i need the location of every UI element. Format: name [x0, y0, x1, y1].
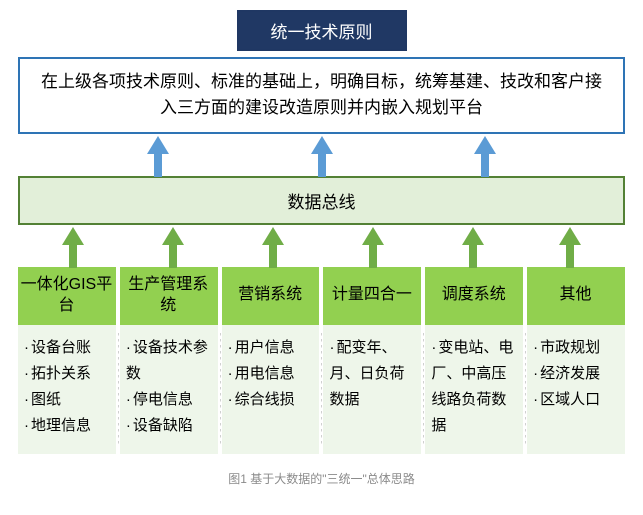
- column-header: 营销系统: [222, 267, 320, 325]
- column-body: 变电站、电厂、中高压线路负荷数据: [425, 325, 523, 454]
- column-separator: [423, 333, 424, 446]
- column-item: 经济发展: [533, 361, 619, 387]
- column-header: 其他: [527, 267, 625, 325]
- arrow-up-icon: [62, 227, 84, 245]
- column-body: 设备台账拓扑关系图纸地理信息: [18, 325, 116, 454]
- column-item: 配变年、月、日负荷数据: [329, 335, 415, 414]
- arrow-up-icon: [462, 227, 484, 245]
- title-box: 统一技术原则: [237, 10, 407, 51]
- column-header: 计量四合一: [323, 267, 421, 325]
- column-body: 市政规划经济发展区域人口: [527, 325, 625, 454]
- data-column: 计量四合一配变年、月、日负荷数据: [323, 267, 421, 454]
- arrow-up-icon: [311, 136, 333, 154]
- data-column: 其他市政规划经济发展区域人口: [527, 267, 625, 454]
- column-body: 配变年、月、日负荷数据: [323, 325, 421, 454]
- data-column: 调度系统变电站、电厂、中高压线路负荷数据: [425, 267, 523, 454]
- arrow-up-icon: [147, 136, 169, 154]
- column-group: 一体化GIS平台设备台账拓扑关系图纸地理信息生产管理系统设备技术参数停电信息设备…: [18, 267, 625, 454]
- column-item: 停电信息: [126, 387, 212, 413]
- diagram-container: 统一技术原则 在上级各项技术原则、标准的基础上，明确目标，统筹基建、技改和客户接…: [0, 0, 643, 515]
- column-body: 设备技术参数停电信息设备缺陷: [120, 325, 218, 454]
- column-item: 用户信息: [228, 335, 314, 361]
- arrow-up-icon: [474, 136, 496, 154]
- column-separator: [220, 333, 221, 446]
- data-column: 一体化GIS平台设备台账拓扑关系图纸地理信息: [18, 267, 116, 454]
- column-item: 设备台账: [24, 335, 110, 361]
- description-text: 在上级各项技术原则、标准的基础上，明确目标，统筹基建、技改和客户接入三方面的建设…: [41, 72, 602, 117]
- column-item: 用电信息: [228, 361, 314, 387]
- column-separator: [321, 333, 322, 446]
- column-item: 设备技术参数: [126, 335, 212, 388]
- column-separator: [118, 333, 119, 446]
- column-item: 设备缺陷: [126, 413, 212, 439]
- arrow-row-top: [18, 134, 625, 176]
- arrow-up-icon: [162, 227, 184, 245]
- description-box: 在上级各项技术原则、标准的基础上，明确目标，统筹基建、技改和客户接入三方面的建设…: [18, 57, 625, 134]
- column-body: 用户信息用电信息综合线损: [222, 325, 320, 454]
- column-item: 变电站、电厂、中高压线路负荷数据: [431, 335, 517, 440]
- data-column: 生产管理系统设备技术参数停电信息设备缺陷: [120, 267, 218, 454]
- data-bus-label: 数据总线: [288, 193, 356, 212]
- column-item: 市政规划: [533, 335, 619, 361]
- caption-text: 图1 基于大数据的"三统一"总体思路: [228, 472, 415, 486]
- data-bus-box: 数据总线: [18, 176, 625, 225]
- arrow-up-icon: [262, 227, 284, 245]
- figure-caption: 图1 基于大数据的"三统一"总体思路: [18, 470, 625, 487]
- arrow-row-mid: [18, 225, 625, 267]
- column-header: 调度系统: [425, 267, 523, 325]
- title-text: 统一技术原则: [271, 23, 373, 42]
- column-item: 拓扑关系: [24, 361, 110, 387]
- column-item: 图纸: [24, 387, 110, 413]
- column-header: 一体化GIS平台: [18, 267, 116, 325]
- column-header: 生产管理系统: [120, 267, 218, 325]
- column-separator: [525, 333, 526, 446]
- arrow-up-icon: [362, 227, 384, 245]
- column-item: 地理信息: [24, 413, 110, 439]
- column-item: 综合线损: [228, 387, 314, 413]
- data-column: 营销系统用户信息用电信息综合线损: [222, 267, 320, 454]
- arrow-up-icon: [559, 227, 581, 245]
- column-item: 区域人口: [533, 387, 619, 413]
